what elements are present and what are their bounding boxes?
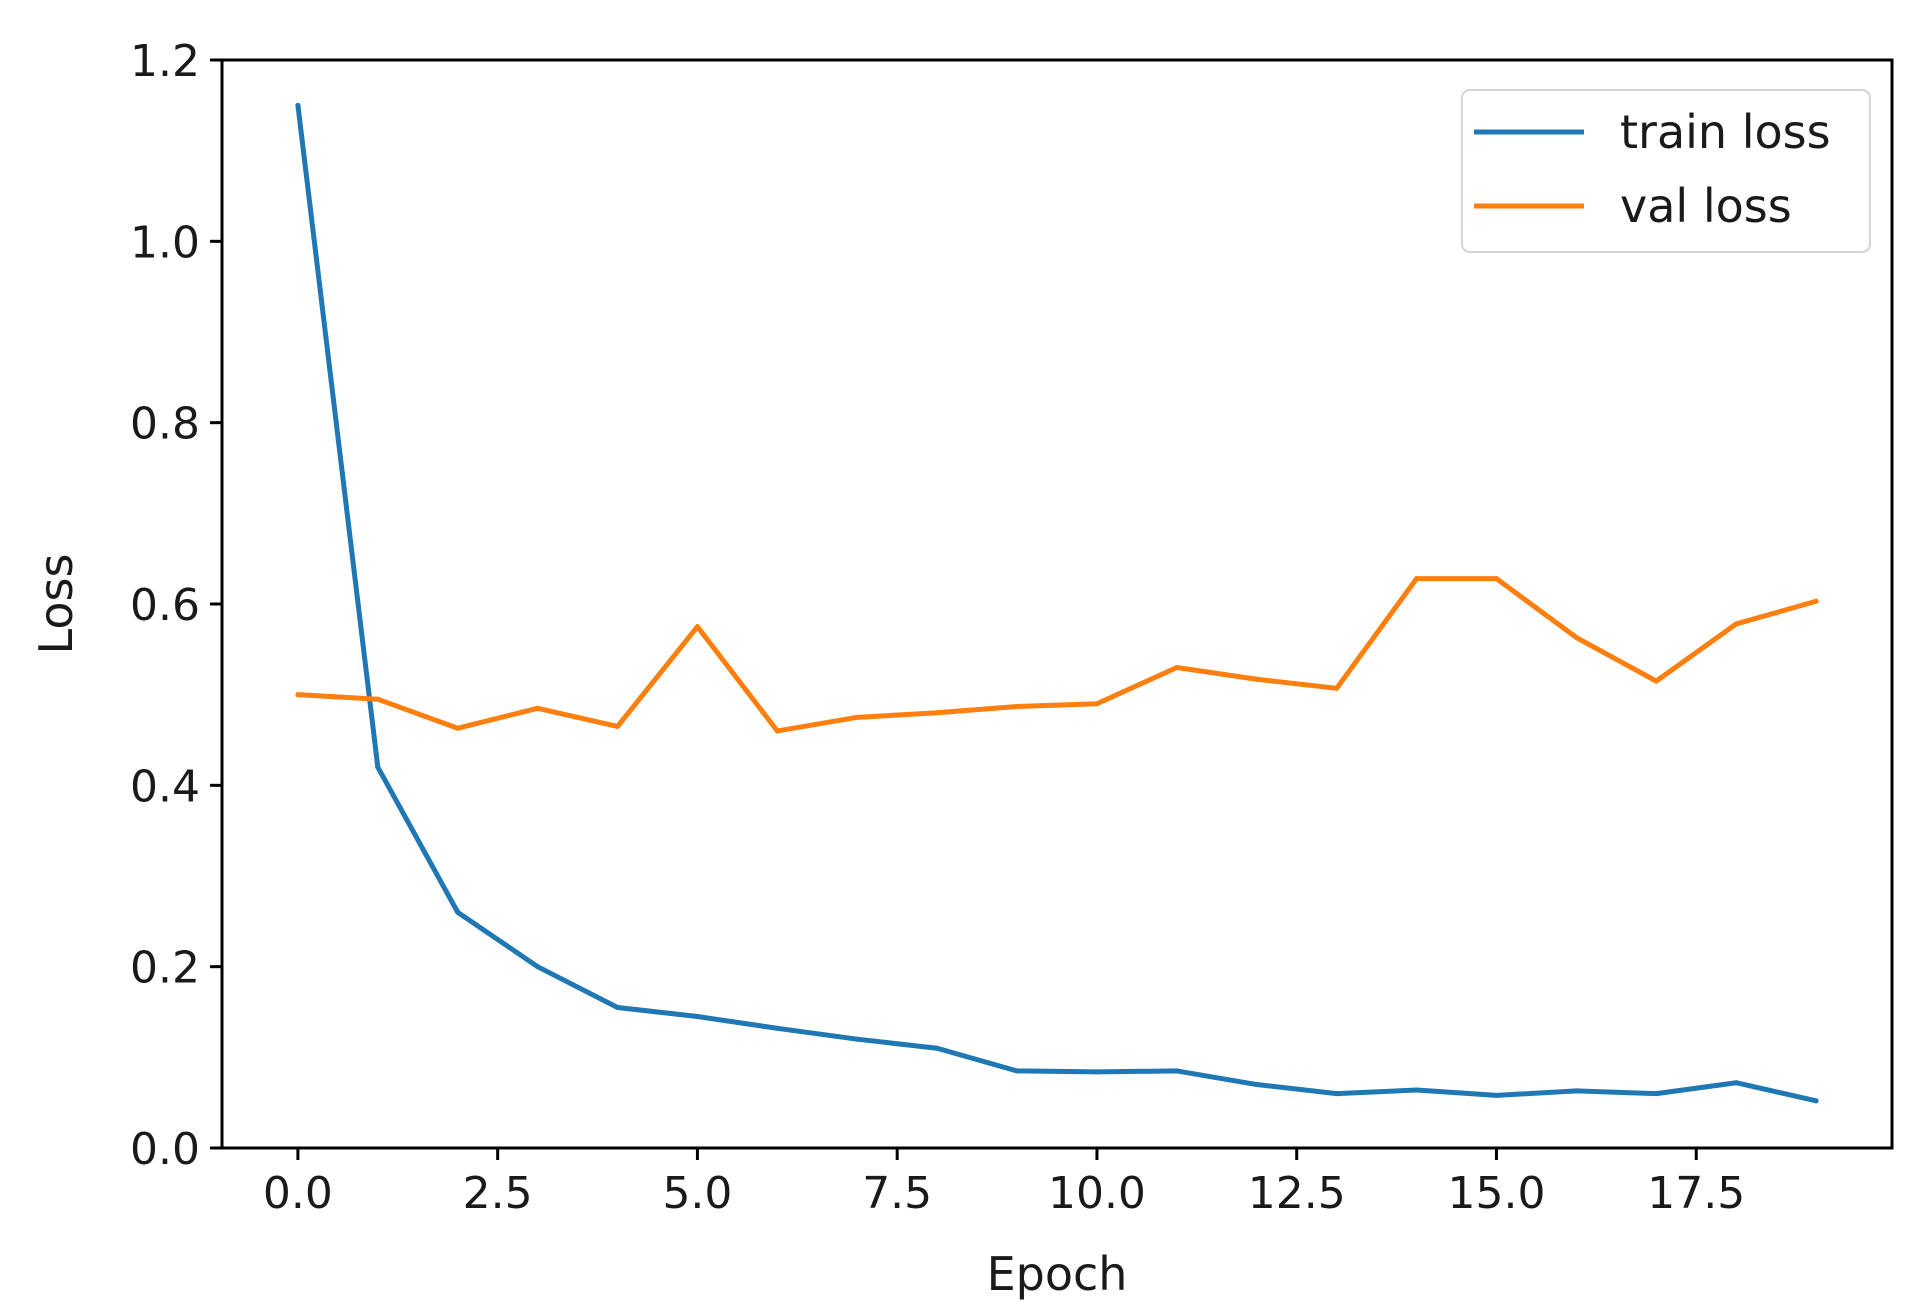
x-tick-label: 17.5 — [1647, 1168, 1745, 1219]
data-point-train-loss — [1414, 1087, 1420, 1093]
data-point-val-loss — [615, 723, 621, 729]
data-point-train-loss — [774, 1025, 780, 1031]
data-point-val-loss — [1493, 576, 1499, 582]
data-point-train-loss — [535, 964, 541, 970]
data-point-train-loss — [1334, 1091, 1340, 1097]
data-point-val-loss — [1414, 576, 1420, 582]
data-point-val-loss — [375, 696, 381, 702]
x-tick-label: 10.0 — [1048, 1168, 1146, 1219]
series-line-train-loss — [295, 102, 1819, 1104]
data-point-train-loss — [854, 1036, 860, 1042]
data-point-val-loss — [934, 710, 940, 716]
data-point-train-loss — [934, 1045, 940, 1051]
data-point-train-loss — [1493, 1092, 1499, 1098]
data-point-val-loss — [1094, 701, 1100, 707]
data-point-train-loss — [375, 764, 381, 770]
y-tick-label: 1.0 — [130, 217, 200, 268]
x-tick-label: 0.0 — [263, 1168, 333, 1219]
data-point-val-loss — [694, 624, 700, 630]
y-axis-label: Loss — [29, 554, 83, 655]
y-tick-label: 1.2 — [130, 36, 200, 87]
data-point-train-loss — [1014, 1068, 1020, 1074]
data-point-val-loss — [1014, 703, 1020, 709]
data-point-train-loss — [1653, 1091, 1659, 1097]
x-tick-label: 5.0 — [662, 1168, 732, 1219]
data-point-val-loss — [1254, 676, 1260, 682]
y-tick-label: 0.4 — [130, 761, 200, 812]
y-tick-label: 0.8 — [130, 399, 200, 450]
data-point-train-loss — [694, 1014, 700, 1020]
y-tick-label: 0.0 — [130, 1124, 200, 1175]
x-tick-label: 7.5 — [862, 1168, 932, 1219]
legend-label: train loss — [1620, 105, 1831, 159]
x-tick-label: 15.0 — [1447, 1168, 1545, 1219]
data-point-val-loss — [1813, 598, 1819, 604]
data-point-val-loss — [1733, 621, 1739, 627]
data-point-train-loss — [1573, 1088, 1579, 1094]
data-point-val-loss — [854, 714, 860, 720]
data-point-val-loss — [1653, 678, 1659, 684]
data-point-val-loss — [295, 692, 301, 698]
data-point-val-loss — [1174, 664, 1180, 670]
data-point-val-loss — [1334, 685, 1340, 691]
data-point-val-loss — [1573, 635, 1579, 641]
y-tick-label: 0.6 — [130, 580, 200, 631]
data-point-train-loss — [1813, 1098, 1819, 1104]
data-point-val-loss — [774, 728, 780, 734]
y-tick-label: 0.2 — [130, 943, 200, 994]
data-point-train-loss — [1733, 1080, 1739, 1086]
data-point-train-loss — [1174, 1068, 1180, 1074]
x-tick-label: 12.5 — [1248, 1168, 1346, 1219]
data-point-train-loss — [1094, 1069, 1100, 1075]
data-point-train-loss — [455, 909, 461, 915]
data-point-val-loss — [535, 705, 541, 711]
data-point-train-loss — [295, 102, 301, 108]
x-axis-label: Epoch — [987, 1247, 1128, 1301]
data-point-train-loss — [615, 1004, 621, 1010]
legend-label: val loss — [1620, 179, 1792, 233]
series-line-val-loss — [295, 576, 1819, 734]
x-tick-label: 2.5 — [463, 1168, 533, 1219]
data-point-val-loss — [455, 725, 461, 731]
data-point-train-loss — [1254, 1082, 1260, 1088]
